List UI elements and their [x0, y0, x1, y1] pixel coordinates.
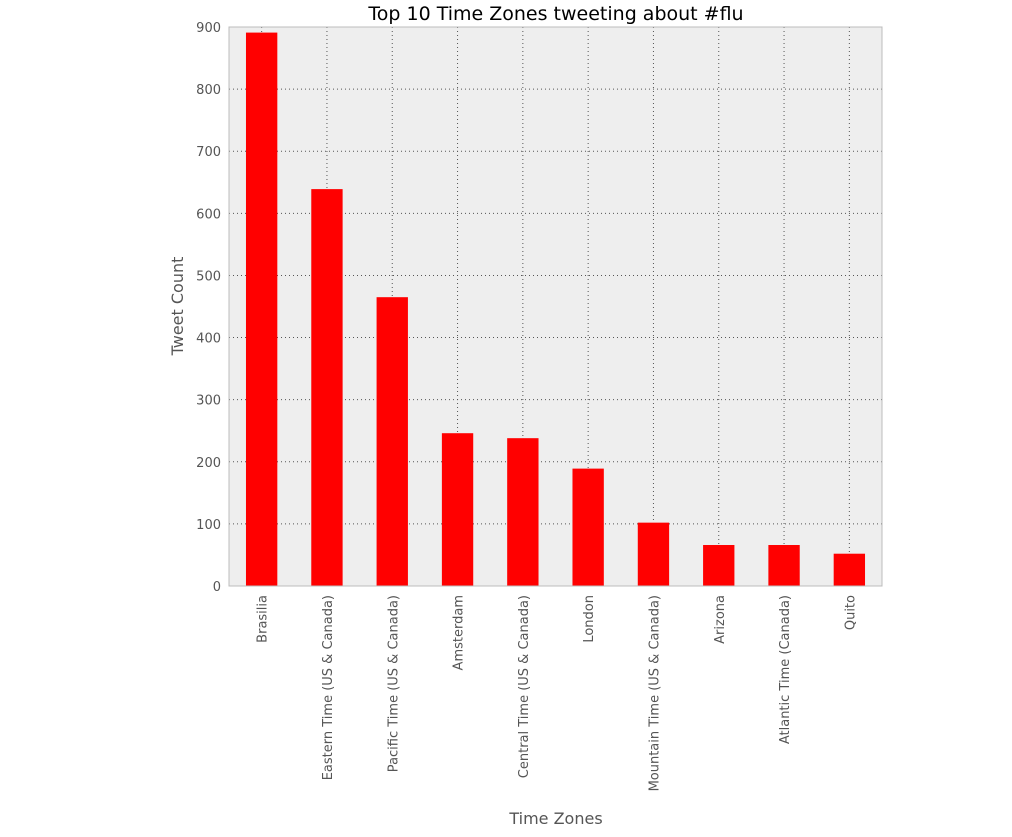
bar	[376, 297, 408, 586]
y-tick-label: 700	[196, 145, 221, 160]
bar	[768, 545, 800, 586]
y-tick-label: 800	[196, 83, 221, 98]
x-tick-labels: Brasilia Eastern Time (US & Canada) Pacifi…	[256, 595, 859, 791]
x-axis-label: Time Zones	[508, 809, 602, 828]
bars	[245, 32, 866, 587]
x-tick-label: Atlantic Time (Canada)	[778, 595, 793, 744]
x-tick-label: Pacific Time (US & Canada)	[386, 595, 401, 772]
bar	[833, 553, 866, 586]
y-tick-label: 900	[196, 21, 221, 36]
bar	[572, 468, 604, 586]
y-tick-labels: 0 100 200 300 400 500 600 700 800 900	[196, 21, 221, 595]
bar	[637, 522, 670, 586]
y-tick-label: 500	[196, 269, 221, 284]
x-tick-label: Eastern Time (US & Canada)	[321, 595, 336, 780]
y-tick-label: 100	[196, 518, 221, 533]
bar	[311, 189, 343, 587]
y-axis-label: Tweet Count	[168, 257, 187, 357]
y-tick-label: 600	[196, 207, 221, 222]
y-tick-label: 0	[213, 580, 221, 595]
bar	[245, 32, 278, 586]
y-tick-label: 400	[196, 332, 221, 347]
x-tick-label: Arizona	[713, 595, 728, 644]
x-tick-label: Quito	[843, 595, 858, 630]
y-tick-label: 200	[196, 456, 221, 471]
bar	[441, 433, 474, 586]
bar	[507, 438, 539, 586]
x-tick-label: London	[582, 595, 597, 643]
y-tick-label: 300	[196, 394, 221, 409]
bar	[703, 545, 735, 586]
plot-frame	[228, 26, 883, 587]
x-tick-label: Central Time (US & Canada)	[517, 595, 532, 778]
x-tick-label: Mountain Time (US & Canada)	[647, 595, 662, 791]
chart-title: Top 10 Time Zones tweeting about #flu	[367, 3, 743, 25]
x-tick-label: Brasilia	[256, 595, 271, 643]
x-tick-label: Amsterdam	[452, 595, 467, 670]
